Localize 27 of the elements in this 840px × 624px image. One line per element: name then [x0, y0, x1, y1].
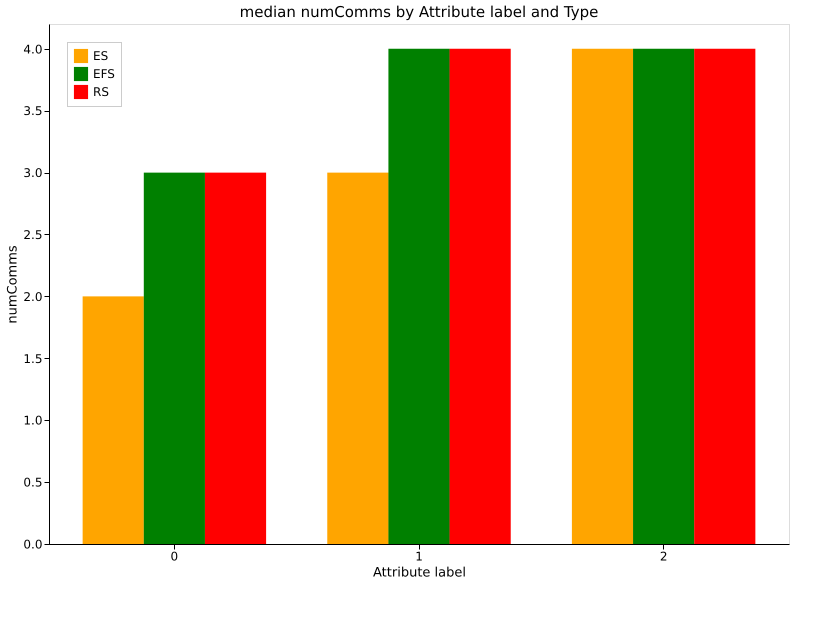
bar [327, 172, 388, 544]
y-tick-label: 2.0 [23, 290, 42, 304]
x-tick-label: 2 [660, 550, 668, 564]
bar [144, 172, 205, 544]
y-tick-label: 1.0 [23, 414, 42, 428]
chart-title: median numComms by Attribute label and Type [240, 3, 598, 21]
x-tick-label: 1 [415, 550, 423, 564]
legend-label: ES [93, 49, 108, 63]
y-tick-label: 2.5 [23, 228, 42, 242]
bar [450, 48, 511, 544]
bar [388, 48, 450, 544]
legend-label: RS [93, 85, 109, 99]
y-tick-label: 3.5 [23, 104, 42, 118]
legend-label: EFS [93, 67, 115, 81]
bar [82, 296, 144, 544]
y-tick-label: 0.5 [23, 476, 42, 490]
bar [694, 48, 756, 544]
y-tick-label: 0.0 [23, 538, 42, 552]
bar [572, 48, 634, 544]
y-tick-label: 1.5 [23, 352, 42, 366]
y-tick-label: 4.0 [23, 42, 42, 56]
bar [204, 172, 266, 544]
y-tick-label: 3.0 [23, 166, 42, 180]
bar [633, 48, 694, 544]
y-axis-title: numComms [5, 245, 20, 324]
x-tick-label: 0 [170, 550, 178, 564]
x-axis-title: Attribute label [373, 566, 466, 580]
